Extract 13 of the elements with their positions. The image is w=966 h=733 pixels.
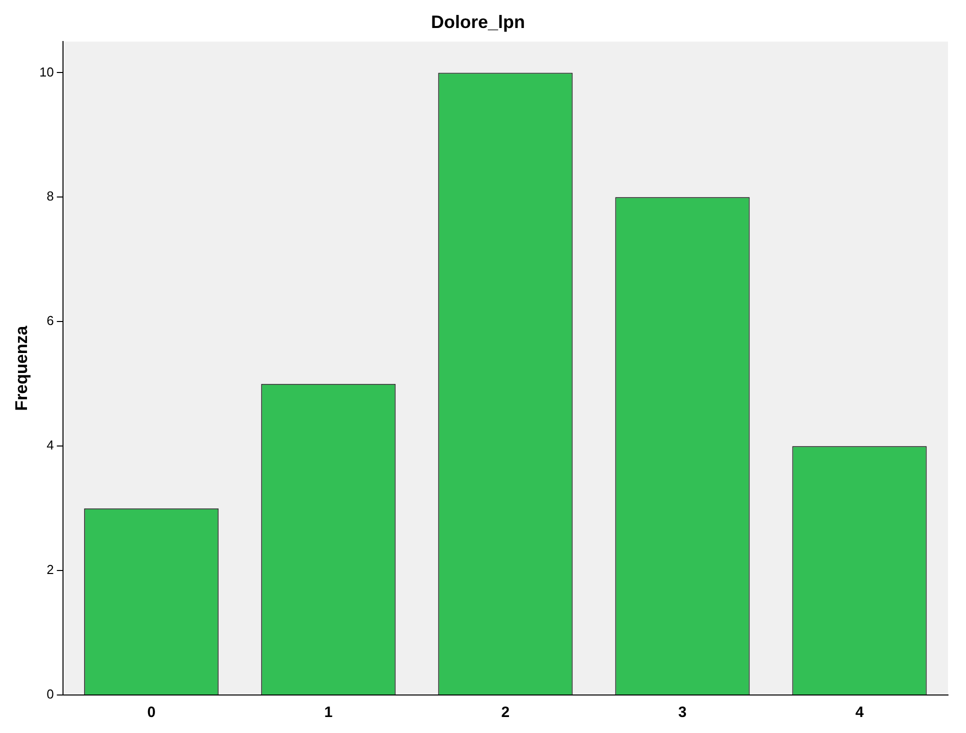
y-tick-label: 4 bbox=[46, 438, 54, 453]
y-tick-label: 0 bbox=[46, 686, 54, 702]
x-tick-label: 2 bbox=[501, 704, 510, 722]
x-tick-label: 3 bbox=[678, 704, 687, 722]
y-tick-label: 6 bbox=[46, 313, 54, 328]
y-axis-title: Frequenza bbox=[12, 325, 31, 411]
y-tick-label: 2 bbox=[46, 562, 54, 578]
y-tick-label: 10 bbox=[39, 64, 54, 80]
chart-title: Dolore_lpn bbox=[430, 12, 526, 32]
y-tick-label: 8 bbox=[46, 188, 54, 204]
x-tick-label: 4 bbox=[855, 704, 864, 722]
x-tick-label: 0 bbox=[147, 704, 156, 722]
x-tick-label: 1 bbox=[324, 704, 333, 722]
